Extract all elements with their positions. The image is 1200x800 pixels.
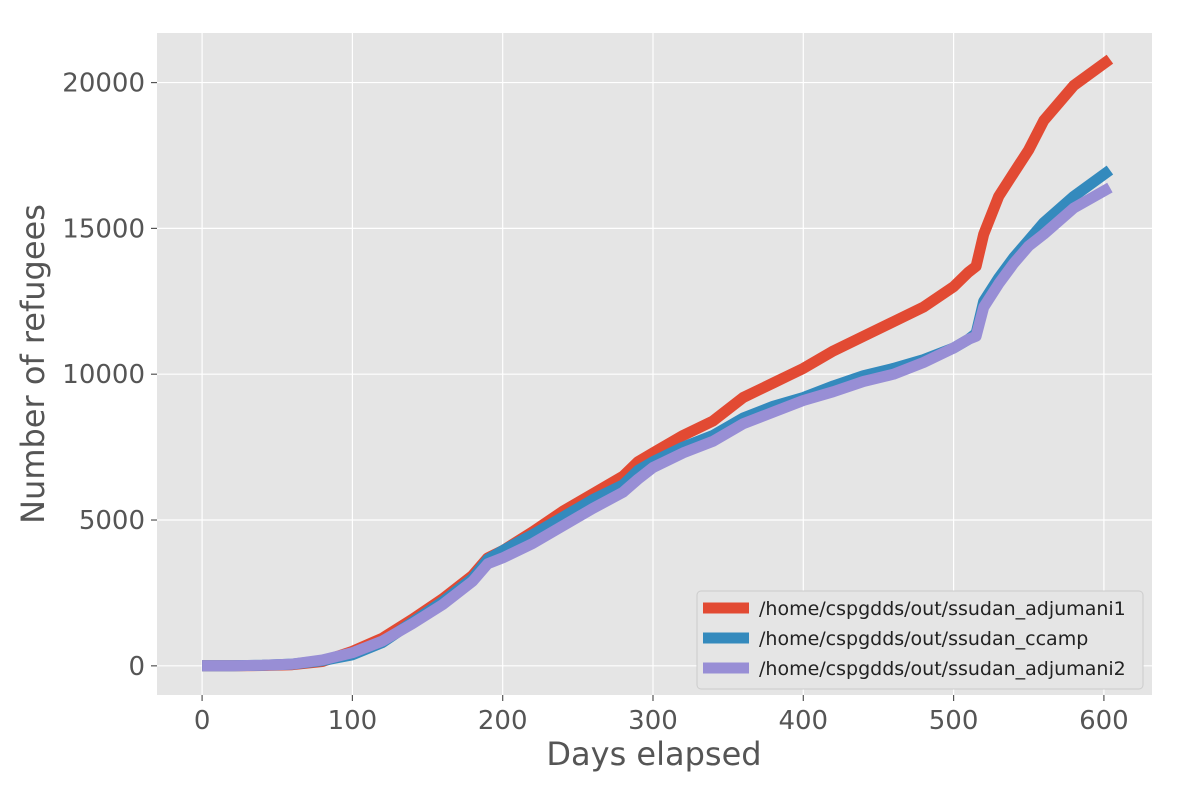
x-tick-label: 200 xyxy=(478,706,528,736)
legend: /home/cspgdds/out/ssudan_adjumani1/home/… xyxy=(696,590,1144,690)
x-tick-label: 0 xyxy=(194,706,211,736)
series-lines xyxy=(202,54,1114,672)
x-tick-label: 500 xyxy=(929,706,979,736)
legend-label: /home/cspgdds/out/ssudan_adjumani1 xyxy=(759,598,1126,620)
x-axis-label: Days elapsed xyxy=(546,735,761,773)
legend-label: /home/cspgdds/out/ssudan_adjumani2 xyxy=(759,658,1126,680)
x-axis-ticks: 0 100 200 300 400 500 600 xyxy=(194,695,1129,736)
y-tick-label: 5000 xyxy=(79,506,145,536)
y-tick-label: 0 xyxy=(128,652,145,682)
x-tick-label: 600 xyxy=(1079,706,1129,736)
y-tick-label: 10000 xyxy=(62,360,145,390)
y-axis-ticks: 0 5000 10000 15000 20000 xyxy=(62,69,157,682)
series-line-3 xyxy=(202,182,1113,672)
x-tick-label: 300 xyxy=(628,706,678,736)
legend-box xyxy=(696,590,1144,690)
y-axis-label: Number of refugees xyxy=(14,204,52,524)
legend-label: /home/cspgdds/out/ssudan_ccamp xyxy=(759,628,1088,650)
y-tick-label: 20000 xyxy=(62,69,145,99)
y-tick-label: 15000 xyxy=(62,214,145,244)
x-tick-label: 400 xyxy=(778,706,828,736)
plot-area xyxy=(157,33,1152,695)
x-tick-label: 100 xyxy=(328,706,378,736)
